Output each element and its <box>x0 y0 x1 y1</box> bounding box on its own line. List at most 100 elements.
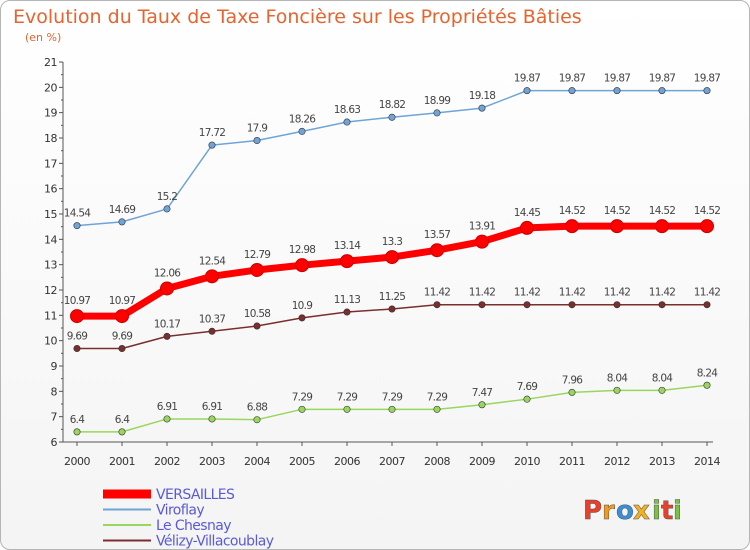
data-point <box>340 254 354 269</box>
data-label: 7.29 <box>337 391 358 403</box>
data-point <box>250 262 264 277</box>
y-tick-label: 17 <box>44 157 57 170</box>
data-point <box>568 87 576 95</box>
data-point <box>298 314 306 322</box>
y-tick-label: 15 <box>44 208 57 221</box>
data-label: 17.72 <box>199 127 226 139</box>
y-tick-label: 8 <box>51 385 58 398</box>
data-point <box>568 301 576 309</box>
data-point <box>388 305 396 313</box>
x-tick-label: 2013 <box>649 455 675 468</box>
data-point <box>523 395 531 403</box>
x-tick-label: 2001 <box>109 455 135 468</box>
data-point <box>433 109 441 117</box>
y-tick-label: 9 <box>51 360 58 373</box>
x-tick-label: 2008 <box>424 455 450 468</box>
data-point <box>163 205 171 213</box>
data-label: 19.87 <box>604 73 631 85</box>
data-point <box>118 345 126 353</box>
data-label: 13.14 <box>334 240 362 252</box>
data-label: 7.29 <box>292 391 313 403</box>
x-tick-label: 2014 <box>694 455 720 468</box>
data-label: 18.99 <box>424 95 451 107</box>
y-tick-label: 20 <box>44 81 57 94</box>
y-tick-label: 16 <box>44 183 57 196</box>
data-label: 9.69 <box>67 331 88 343</box>
data-label: 10.17 <box>154 318 181 330</box>
x-tick-label: 2012 <box>604 455 630 468</box>
data-label: 18.63 <box>334 104 361 116</box>
data-point <box>433 301 441 309</box>
data-point <box>163 415 171 423</box>
data-point <box>478 301 486 309</box>
data-label: 19.87 <box>559 73 586 85</box>
x-tick-label: 2000 <box>64 455 90 468</box>
data-point <box>520 220 534 235</box>
data-point <box>658 301 666 309</box>
data-label: 19.87 <box>694 73 721 85</box>
data-label: 19.18 <box>469 90 496 102</box>
data-point <box>430 243 444 258</box>
data-label: 18.82 <box>379 99 406 111</box>
data-label: 14.52 <box>649 205 676 217</box>
data-point <box>568 388 576 396</box>
data-point <box>73 428 81 436</box>
data-label: 17.9 <box>247 123 268 135</box>
logo-letter: P <box>583 496 602 526</box>
data-label: 10.97 <box>109 295 136 307</box>
x-tick-label: 2004 <box>244 455 270 468</box>
y-tick-label: 21 <box>44 56 57 69</box>
data-label: 11.42 <box>559 287 586 299</box>
data-point <box>253 137 261 145</box>
data-point <box>658 386 666 394</box>
data-point <box>208 141 216 149</box>
y-tick-label: 12 <box>44 284 57 297</box>
x-tick-label: 2006 <box>334 455 360 468</box>
data-point <box>478 104 486 112</box>
data-label: 11.42 <box>424 287 451 299</box>
data-label: 15.2 <box>157 191 178 203</box>
data-point <box>613 386 621 394</box>
data-point <box>433 405 441 413</box>
logo-letter: o <box>616 496 634 526</box>
data-label: 9.69 <box>112 331 133 343</box>
data-label: 8.04 <box>652 372 674 384</box>
data-label: 11.25 <box>379 291 406 303</box>
data-label: 12.98 <box>289 244 316 256</box>
y-tick-label: 18 <box>44 132 57 145</box>
data-point <box>343 405 351 413</box>
data-point <box>388 113 396 121</box>
logo-letter: r <box>602 496 615 526</box>
data-point <box>703 301 711 309</box>
x-tick-label: 2011 <box>559 455 585 468</box>
data-label: 19.87 <box>649 73 676 85</box>
data-point <box>118 218 126 226</box>
plot-area: 14.54 14.69 15.2 17.72 17.9 18.26 18.63 18.82 18… <box>64 73 721 436</box>
data-label: 11.42 <box>694 287 721 299</box>
logo-letter: i <box>673 496 682 526</box>
data-point <box>298 405 306 413</box>
x-tick-label: 2005 <box>289 455 315 468</box>
data-label: 14.69 <box>109 204 136 216</box>
y-tick-label: 7 <box>51 411 58 424</box>
data-label: 7.47 <box>472 387 493 399</box>
logo-letter: i <box>652 496 661 526</box>
series-v-lizy-villacoublay: 9.69 9.69 10.17 10.37 10.58 10.9 11.13 11.25 11.… <box>67 287 721 353</box>
data-label: 10.97 <box>64 295 91 307</box>
data-label: 7.29 <box>382 391 403 403</box>
data-label: 14.54 <box>64 208 92 220</box>
data-label: 10.58 <box>244 308 271 320</box>
data-point <box>205 269 219 284</box>
y-tick-label: 11 <box>44 309 57 322</box>
data-point <box>160 281 174 296</box>
data-label: 6.4 <box>70 414 86 426</box>
data-label: 14.52 <box>604 205 631 217</box>
data-point <box>70 309 84 324</box>
data-label: 7.96 <box>562 374 584 386</box>
data-label: 13.57 <box>424 229 451 241</box>
data-point <box>610 219 624 234</box>
y-tick-label: 6 <box>51 436 58 449</box>
data-point <box>295 258 309 273</box>
data-label: 13.91 <box>469 221 496 233</box>
